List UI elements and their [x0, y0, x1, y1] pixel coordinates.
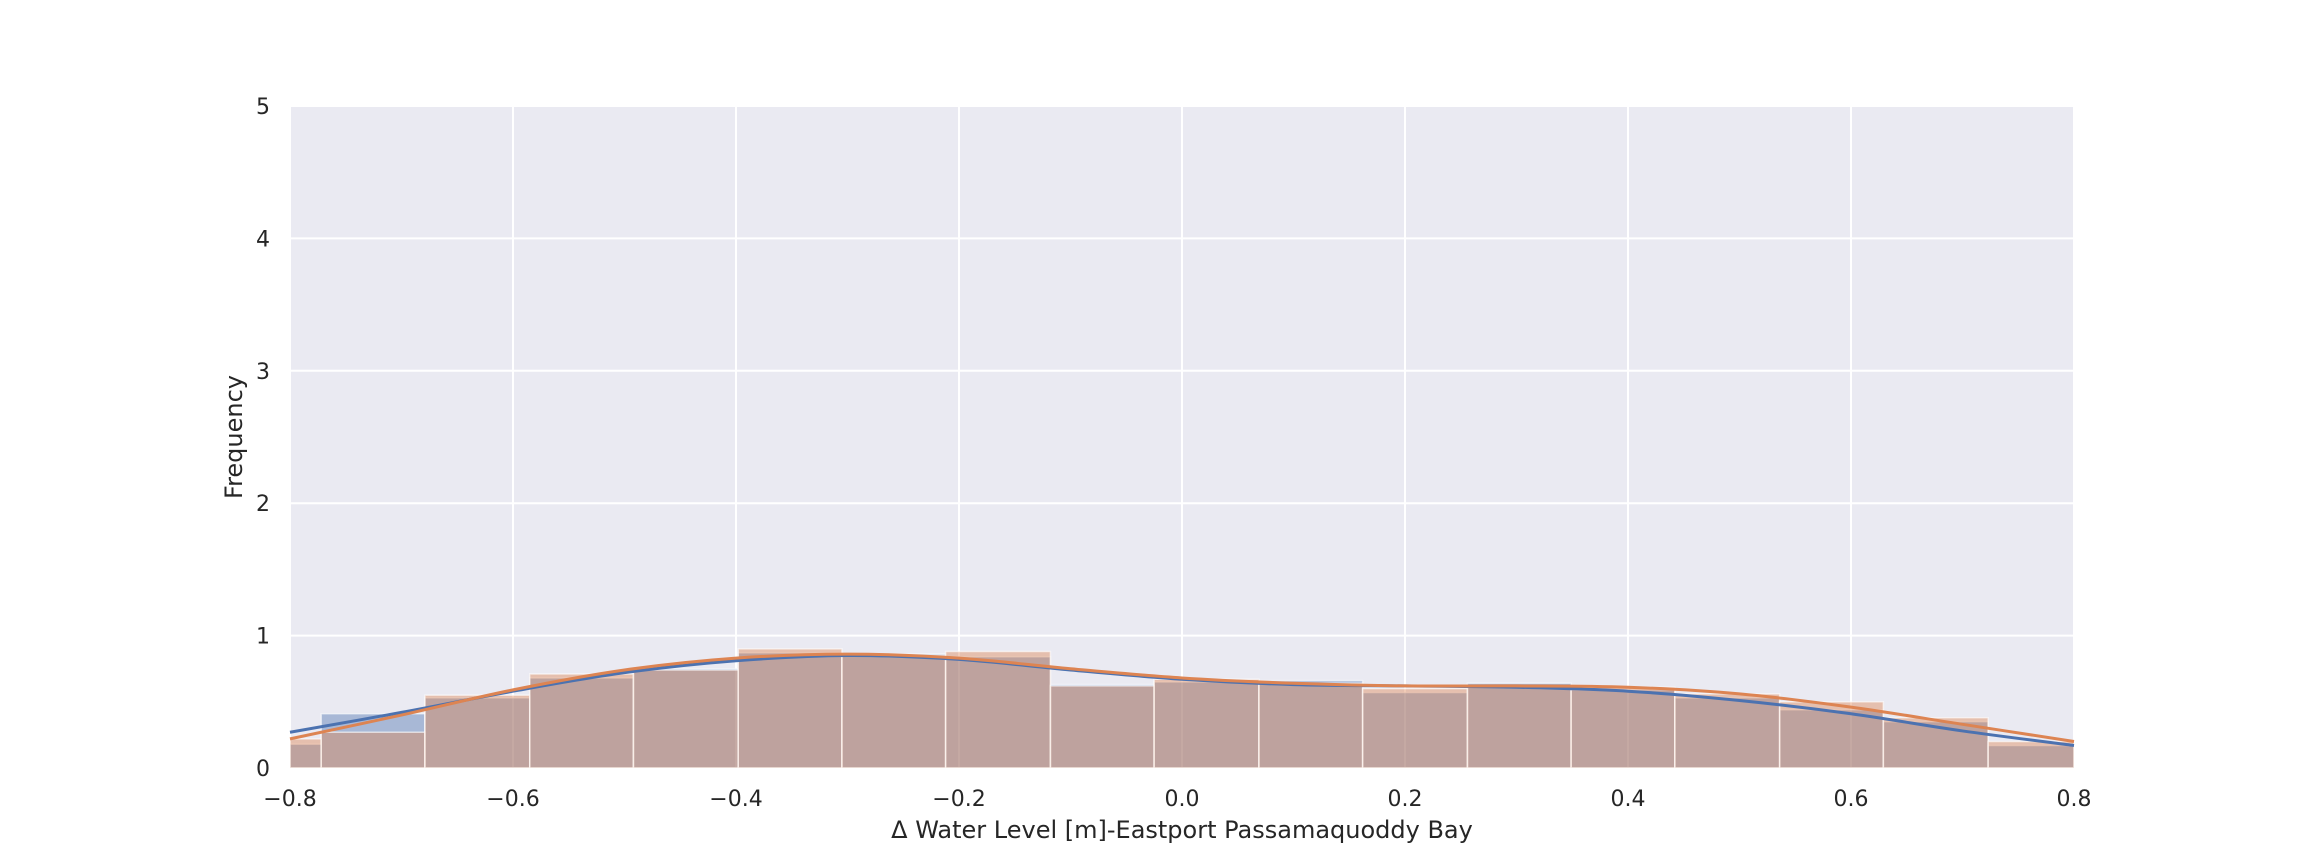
y-tick-label-1: 1: [256, 625, 270, 650]
series-1-bar-11: [1361, 691, 1469, 769]
series-1-bar-9: [1153, 681, 1260, 769]
series-2-bar-0: [289, 738, 322, 769]
y-axis-label: Frequency: [220, 375, 248, 499]
x-tick-label-8: 0.8: [2057, 787, 2092, 812]
series-2-bar-6: [841, 654, 947, 769]
series-2-bar-15: [1778, 701, 1885, 769]
y-tick-label-5: 5: [256, 95, 270, 120]
series-2-bar-9: [1153, 678, 1260, 769]
y-axis-ticks: 0 1 2 3 4 5: [256, 95, 270, 782]
series-2-bar-3: [528, 673, 635, 769]
series-1-bar-12: [1466, 682, 1572, 769]
series-2-bar-7: [944, 650, 1052, 769]
series-1-bar-8: [1049, 683, 1155, 769]
series-2-bar-10: [1258, 682, 1364, 769]
y-tick-label-2: 2: [256, 492, 270, 517]
x-tick-label-1: −0.6: [486, 787, 539, 812]
series-2-bar-8: [1049, 685, 1155, 769]
x-tick-label-6: 0.4: [1611, 787, 1646, 812]
series-1-bar-14: [1674, 697, 1781, 769]
series-1-bar-16: [1882, 720, 1989, 769]
series-1-bar-5: [737, 652, 843, 769]
y-tick-label-3: 3: [256, 360, 270, 385]
series-2-bar-11: [1361, 687, 1469, 769]
x-tick-label-2: −0.4: [709, 787, 762, 812]
x-tick-label-3: −0.2: [932, 787, 985, 812]
x-axis-label: Δ Water Level [m]-Eastport Passamaquoddy…: [891, 816, 1473, 844]
x-tick-label-5: 0.2: [1388, 787, 1423, 812]
y-tick-label-0: 0: [256, 757, 270, 782]
series-1-bar-15: [1778, 708, 1885, 769]
series-2-bar-12: [1466, 685, 1572, 769]
series-1-bar-4: [632, 667, 739, 769]
series-2-bar-14: [1674, 693, 1781, 769]
series-2-kde-line: [289, 652, 2075, 744]
series-2-bar-5: [737, 648, 843, 769]
y-tick-label-4: 4: [256, 227, 270, 252]
series-2-bar-2: [424, 694, 531, 769]
series-2-bar-1: [320, 731, 426, 769]
series-2-bar-13: [1570, 686, 1676, 769]
kde-curves: [289, 652, 2075, 747]
x-axis-ticks: −0.8 −0.6 −0.4 −0.2 0.0 0.2 0.4 0.6 0.8: [263, 787, 2091, 812]
x-tick-label-7: 0.6: [1834, 787, 1869, 812]
x-tick-label-4: 0.0: [1165, 787, 1200, 812]
series-2-bar-4: [632, 669, 739, 769]
x-tick-label-0: −0.8: [263, 787, 316, 812]
series-1-bars: [289, 652, 2075, 769]
series-2-bar-17: [1987, 740, 2075, 769]
